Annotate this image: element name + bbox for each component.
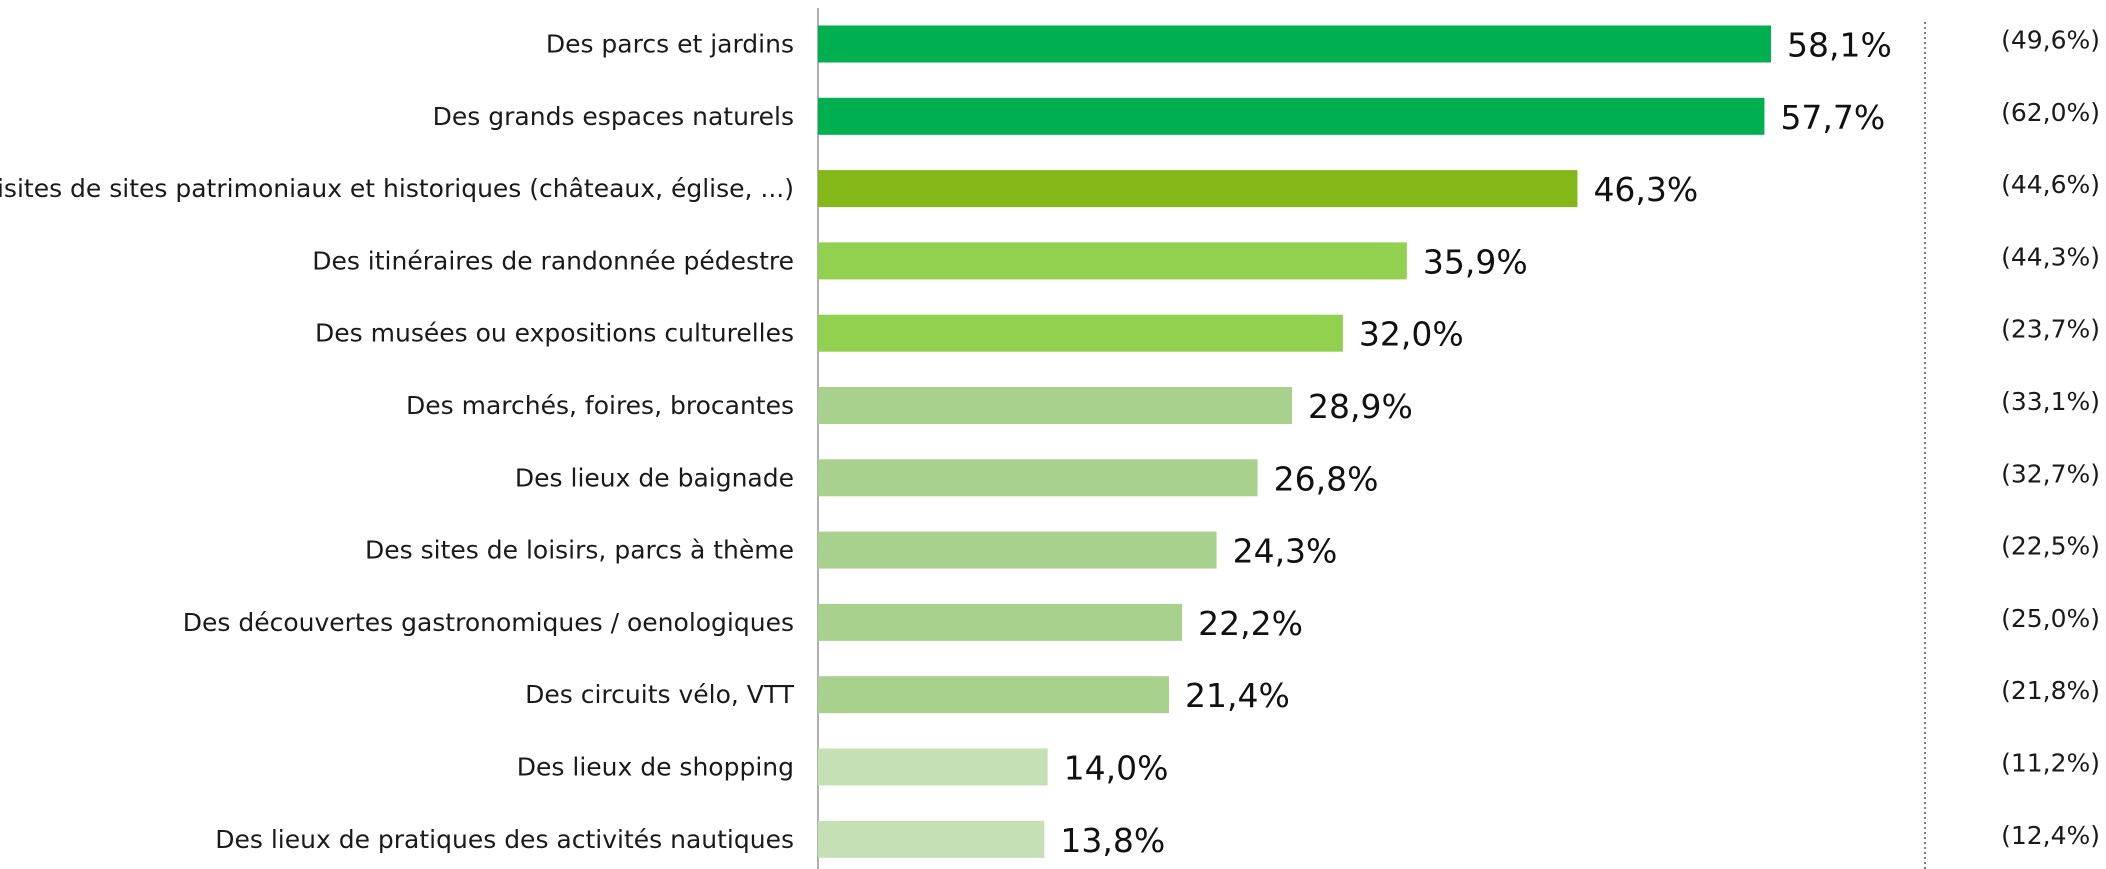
category-label: Des musées ou expositions culturelles: [315, 319, 794, 348]
comparison-label: (33,1%): [2001, 387, 2100, 416]
comparison-label: (44,6%): [2001, 170, 2100, 199]
bar: [818, 676, 1170, 714]
value-label: 35,9%: [1423, 242, 1528, 281]
comparison-label: (11,2%): [2001, 749, 2100, 778]
category-label: Des circuits vélo, VTT: [525, 680, 795, 709]
value-label: 22,2%: [1198, 604, 1303, 643]
bar: [818, 242, 1407, 280]
category-label: Des lieux de shopping: [517, 753, 794, 782]
category-label: Des sites de loisirs, parcs à thème: [365, 536, 794, 565]
bar: [818, 25, 1771, 63]
comparison-label: (12,4%): [2001, 821, 2100, 850]
bar: [818, 748, 1048, 786]
value-label: 21,4%: [1185, 676, 1290, 715]
category-label: Des visites de sites patrimoniaux et his…: [0, 174, 794, 203]
comparison-label: (44,3%): [2001, 242, 2100, 271]
bar: [818, 531, 1217, 569]
category-label: Des lieux de baignade: [515, 463, 794, 492]
category-label: Des parcs et jardins: [546, 30, 794, 59]
value-label: 26,8%: [1274, 459, 1379, 498]
category-label: Des grands espaces naturels: [433, 102, 794, 131]
value-label: 24,3%: [1233, 532, 1338, 571]
comparison-label: (62,0%): [2001, 98, 2100, 127]
bar: [818, 314, 1343, 352]
category-label: Des itinéraires de randonnée pédestre: [312, 246, 794, 275]
bar: [818, 387, 1293, 424]
bar: [818, 603, 1183, 641]
bar: [818, 170, 1578, 208]
value-label: 14,0%: [1064, 749, 1169, 788]
comparison-labels-group: (49,6%) (62,0%) (44,6%) (44,3%) (23,7%) (33,1…: [2001, 26, 2100, 850]
category-labels-group: Des parcs et jardins Des grands espaces n…: [0, 30, 795, 854]
bar: [818, 820, 1045, 858]
comparison-label: (49,6%): [2001, 26, 2100, 55]
value-label: 46,3%: [1593, 170, 1698, 209]
comparison-label: (22,5%): [2001, 532, 2100, 561]
category-label: Des lieux de pratiques des activités nau…: [215, 825, 794, 854]
value-label: 28,9%: [1308, 387, 1413, 426]
value-label: 57,7%: [1780, 98, 1885, 137]
value-label: 13,8%: [1060, 821, 1165, 860]
comparison-label: (25,0%): [2001, 604, 2100, 633]
value-labels-group: 58,1% 57,7% 46,3% 35,9% 32,0% 28,9% 26,8% 24,3%…: [1060, 26, 1891, 860]
value-label: 58,1%: [1787, 26, 1892, 65]
comparison-label: (21,8%): [2001, 676, 2100, 705]
bar: [818, 459, 1258, 497]
bars-group: [818, 25, 1771, 858]
comparison-label: (23,7%): [2001, 315, 2100, 344]
category-label: Des découvertes gastronomiques / oenolog…: [183, 608, 794, 637]
comparison-label: (32,7%): [2001, 459, 2100, 488]
category-label: Des marchés, foires, brocantes: [406, 391, 794, 420]
value-label: 32,0%: [1359, 315, 1464, 354]
bar: [818, 97, 1765, 135]
